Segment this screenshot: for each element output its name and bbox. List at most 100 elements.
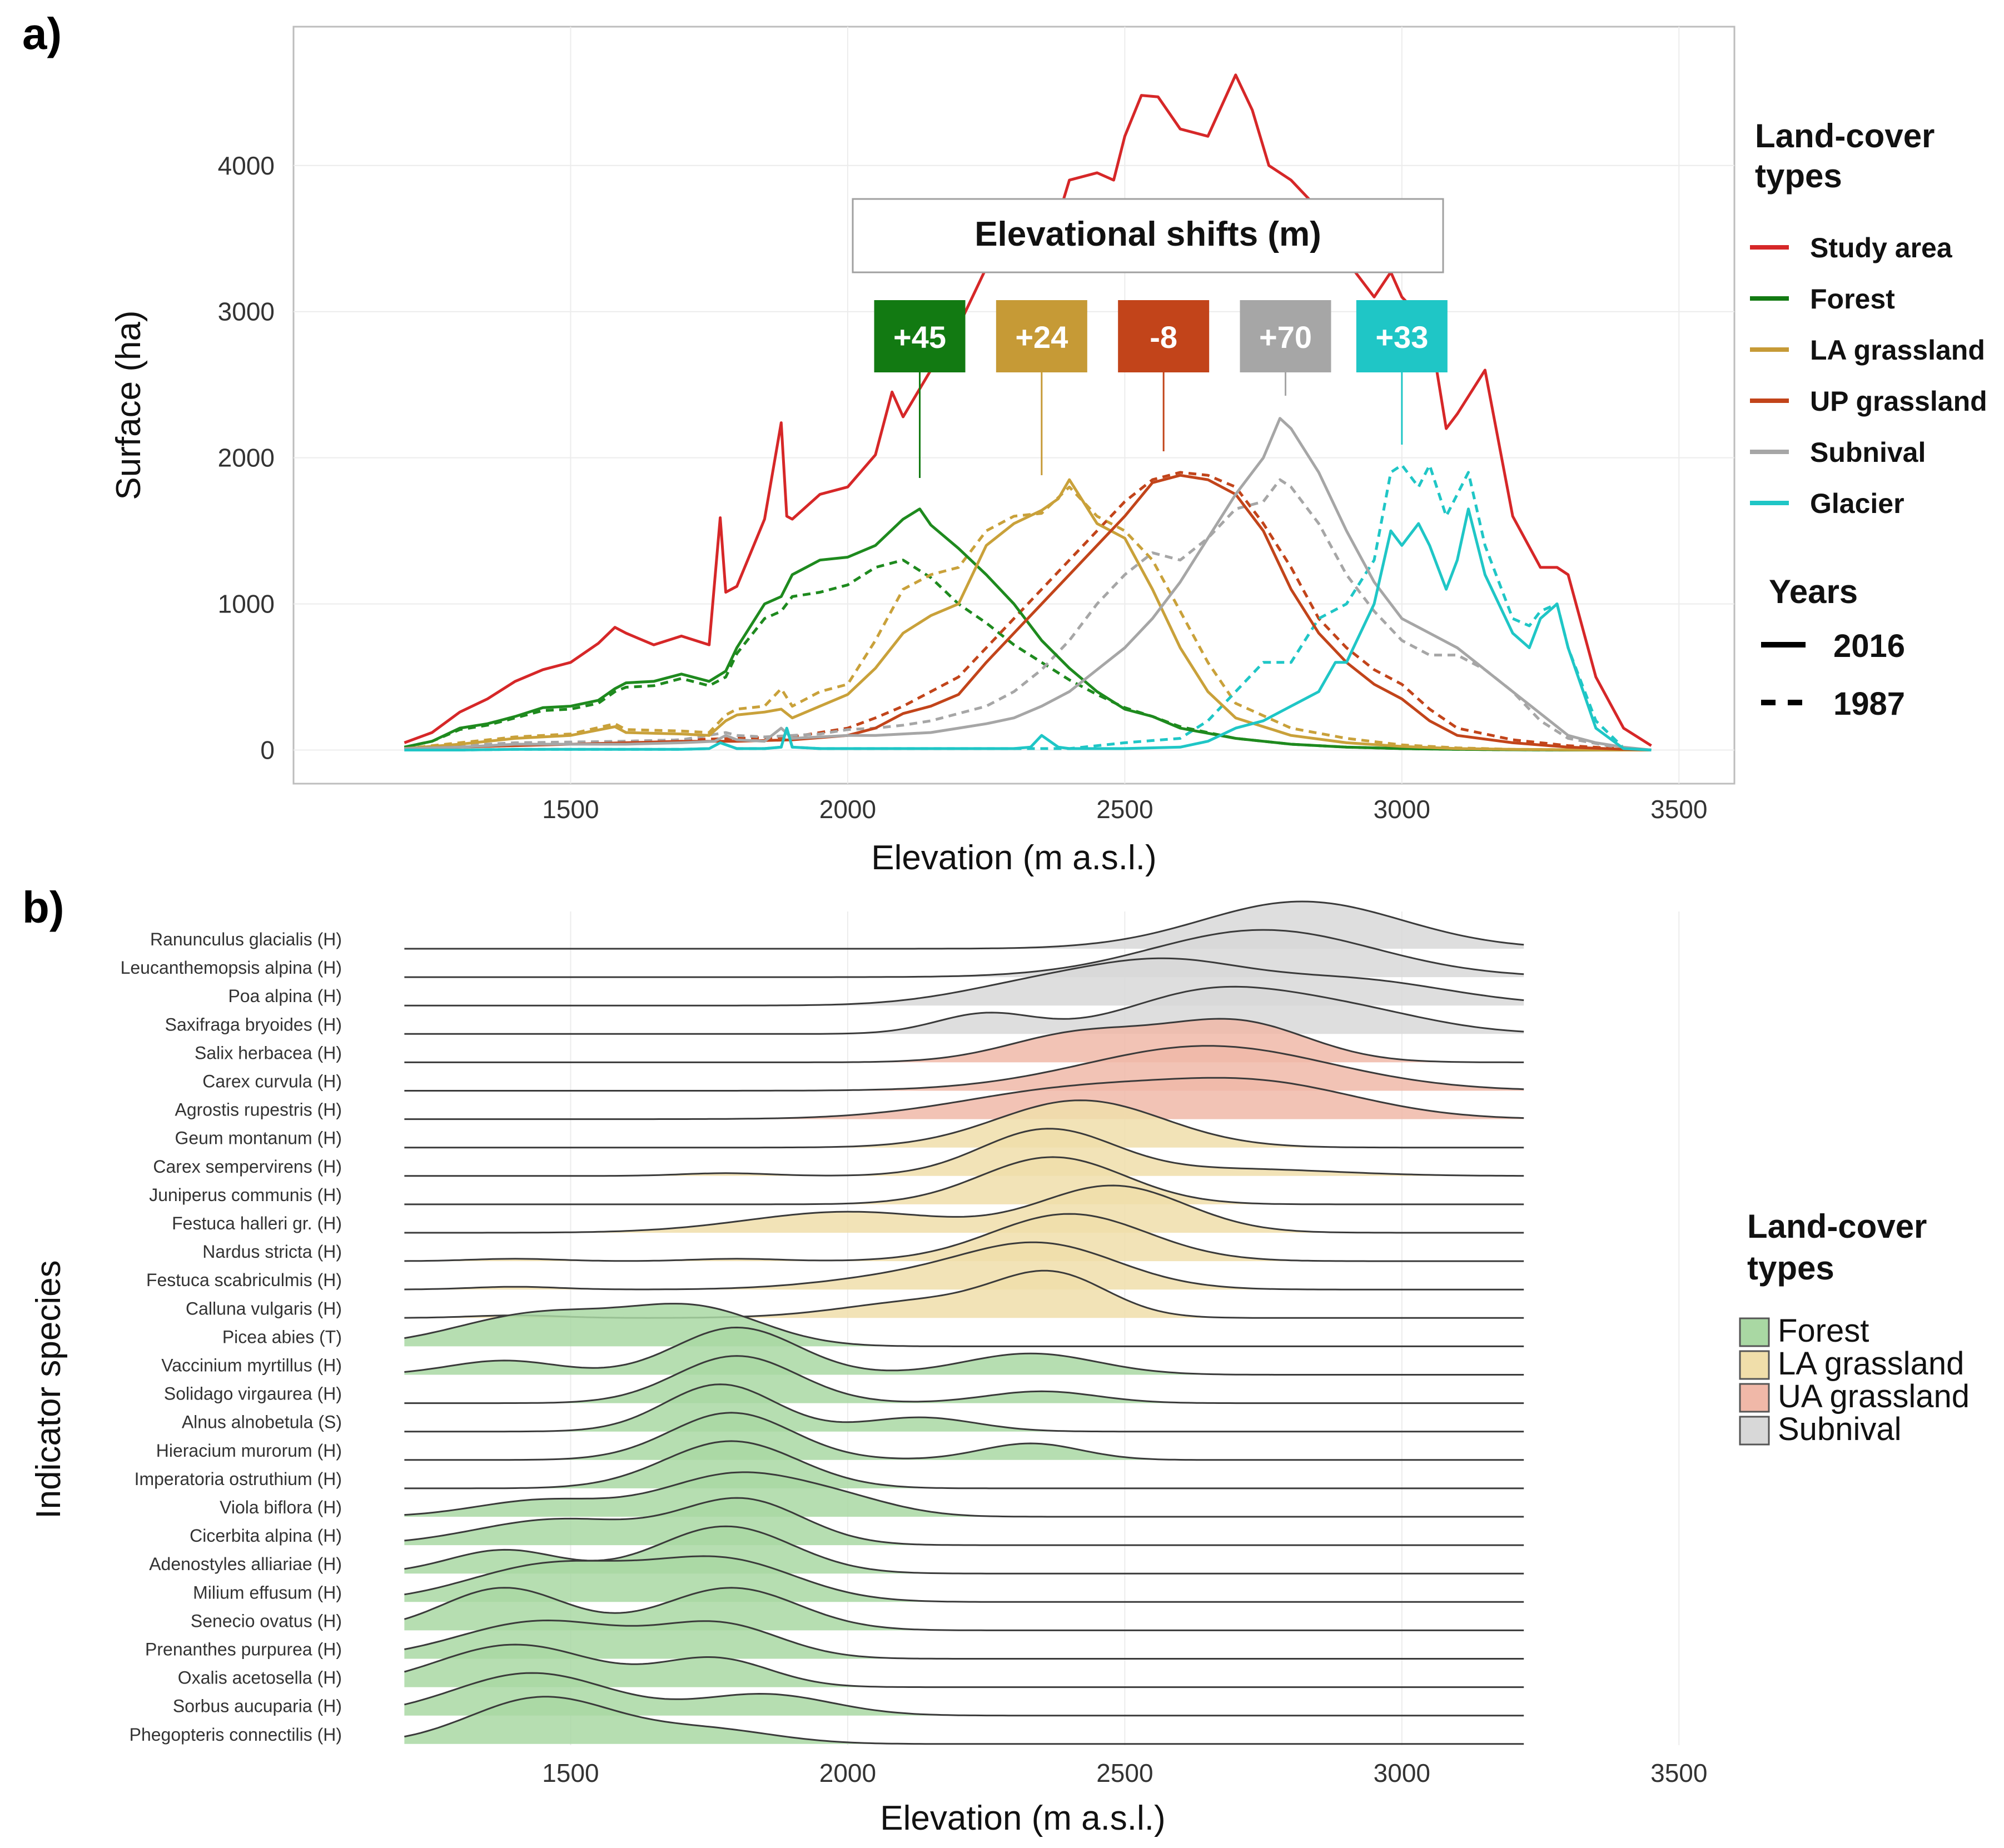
ridge-fill-nardus-stricta-h: [404, 1214, 1524, 1262]
panel-a-plot-frame: [292, 26, 1736, 785]
ridge-fill-leucanthemopsis-alpina-h: [404, 930, 1524, 978]
ridge-fill-vaccinium-myrtillus-h: [404, 1327, 1524, 1375]
ridge-outline-sorbus-aucuparia-h: [404, 1672, 1524, 1717]
ridge-fill-cicerbita-alpina-h: [404, 1498, 1524, 1546]
ridge-outline-imperatoria-ostruthium-h: [404, 1440, 1524, 1490]
shifts-title-box: [852, 198, 1444, 273]
ridge-hieracium-murorum-h: [404, 1412, 1524, 1461]
b-legend-label-la-grassland: LA grassland: [1778, 1346, 1964, 1382]
species-label-solidago-virgaurea-h: Solidago virgaurea (H): [164, 1384, 342, 1404]
species-label-calluna-vulgaris-h: Calluna vulgaris (H): [186, 1298, 342, 1318]
species-label-festuca-halleri-gr-h: Festuca halleri gr. (H): [172, 1213, 342, 1233]
legend-label-forest: Forest: [1810, 283, 1895, 315]
ridge-fill-picea-abies-t: [404, 1303, 1524, 1347]
panel-a-legend-title-line2: types: [1755, 157, 1842, 195]
b-x-tick-2500: 2500: [1096, 1759, 1153, 1787]
ridge-outline-carex-curvula-h: [404, 1045, 1524, 1092]
ridge-milium-effusum-h: [404, 1555, 1524, 1603]
ridge-alnus-alnobetula-s: [404, 1383, 1524, 1433]
ridge-juniperus-communis-h: [404, 1156, 1524, 1206]
ridge-outline-hieracium-murorum-h: [404, 1412, 1524, 1461]
ridge-agrostis-rupestris-h: [404, 1077, 1524, 1120]
ridge-cicerbita-alpina-h: [404, 1497, 1524, 1546]
ridge-outline-poa-alpina-h: [404, 957, 1524, 1007]
b-legend-swatch-la-grassland: [1739, 1350, 1770, 1380]
ridge-prenanthes-purpurea-h: [404, 1619, 1524, 1660]
panel-a-y-axis-title: Surface (ha): [110, 310, 148, 500]
shift-value-forest: +45: [893, 320, 946, 355]
ridge-fill-calluna-vulgaris-h: [404, 1271, 1524, 1318]
species-label-geum-montanum-h: Geum montanum (H): [175, 1128, 342, 1148]
ridge-vaccinium-myrtillus-h: [404, 1326, 1524, 1376]
years-label-1987: 1987: [1833, 686, 1905, 722]
panel-a-legend-items: Study area Forest LA grassland UP grassland…: [1750, 232, 1987, 519]
b-legend-label-forest: Forest: [1778, 1313, 1869, 1349]
species-label-agrostis-rupestris-h: Agrostis rupestris (H): [175, 1100, 342, 1120]
legend-label-subnival: Subnival: [1810, 437, 1926, 468]
species-label-carex-sempervirens-h: Carex sempervirens (H): [153, 1157, 342, 1177]
panel-b-legend-title-line2: types: [1747, 1249, 1834, 1287]
ridge-fill-sorbus-aucuparia-h: [404, 1673, 1524, 1716]
ridge-outline-phegopteris-connectilis-h: [404, 1696, 1524, 1745]
b-legend-swatch-ua-grassland: [1739, 1383, 1770, 1413]
panel-b-x-axis-title: Elevation (m a.s.l.): [880, 1799, 1165, 1837]
ridge-outline-vaccinium-myrtillus-h: [404, 1326, 1524, 1376]
ridge-imperatoria-ostruthium-h: [404, 1440, 1524, 1490]
ridge-viola-biflora-h: [404, 1471, 1524, 1518]
species-label-oxalis-acetosella-h: Oxalis acetosella (H): [178, 1668, 342, 1688]
panel-b-legend-title-line1: Land-cover: [1747, 1208, 1927, 1245]
ridge-outline-juniperus-communis-h: [404, 1156, 1524, 1206]
species-label-ranunculus-glacialis-h: Ranunculus glacialis (H): [150, 929, 342, 949]
shift-badge-glacier: [1356, 300, 1448, 372]
species-label-picea-abies-t: Picea abies (T): [222, 1327, 342, 1347]
panel-a-legend-title-line1: Land-cover: [1755, 117, 1935, 155]
b-x-tick-3000: 3000: [1374, 1759, 1430, 1787]
ridge-fill-agrostis-rupestris-h: [404, 1078, 1524, 1119]
ridge-outline-saxifraga-bryoides-h: [404, 985, 1524, 1035]
species-label-sorbus-aucuparia-h: Sorbus aucuparia (H): [173, 1696, 342, 1716]
x-tick-2500: 2500: [1096, 795, 1153, 824]
x-tick-3000: 3000: [1374, 795, 1430, 824]
ridge-carex-sempervirens-h: [404, 1128, 1524, 1177]
b-x-tick-3500: 3500: [1650, 1759, 1707, 1787]
ridge-fill-phegopteris-connectilis-h: [404, 1696, 1524, 1744]
ridge-fill-viola-biflora-h: [404, 1472, 1524, 1517]
legend-label-study-area: Study area: [1810, 232, 1953, 263]
panel-a-legend-title: Land-cover types: [1755, 117, 1935, 195]
shift-value-la-grassland: +24: [1015, 320, 1068, 355]
y-tick-1000: 1000: [218, 590, 275, 619]
panel-a-y-ticks: 0 1000 2000 3000 4000: [218, 151, 275, 765]
ridge-oxalis-acetosella-h: [404, 1643, 1524, 1688]
species-label-phegopteris-connectilis-h: Phegopteris connectilis (H): [130, 1725, 342, 1745]
shift-badge-forest: [874, 300, 966, 372]
series-line-subnival-1987: [404, 478, 1652, 751]
ridge-outline-viola-biflora-h: [404, 1471, 1524, 1518]
y-tick-4000: 4000: [218, 151, 275, 180]
ridge-sorbus-aucuparia-h: [404, 1672, 1524, 1717]
x-tick-1500: 1500: [542, 795, 599, 824]
b-x-tick-1500: 1500: [542, 1759, 599, 1787]
ridge-fill-oxalis-acetosella-h: [404, 1645, 1524, 1687]
ridge-fill-milium-effusum-h: [404, 1556, 1524, 1602]
legend-label-glacier: Glacier: [1810, 488, 1904, 519]
panel-a-chart: 0 1000 2000 3000 4000 1500 2000 2500 3000 3500 E…: [110, 26, 1987, 877]
legend-label-la-grassland: LA grassland: [1810, 335, 1985, 366]
ridge-outline-prenanthes-purpurea-h: [404, 1619, 1524, 1660]
species-label-senecio-ovatus-h: Senecio ovatus (H): [191, 1611, 342, 1631]
species-label-prenanthes-purpurea-h: Prenanthes purpurea (H): [145, 1640, 342, 1660]
ridge-ranunculus-glacialis-h: [404, 900, 1524, 950]
b-legend-swatch-subnival: [1739, 1416, 1770, 1446]
ridge-fill-solidago-virgaurea-h: [404, 1356, 1524, 1403]
years-legend-items: 2016 1987: [1761, 628, 1905, 722]
ridge-festuca-halleri-gr-h: [404, 1184, 1524, 1234]
panel-a-label: a): [22, 9, 62, 58]
panel-a-x-axis-title: Elevation (m a.s.l.): [871, 839, 1156, 877]
shifts-title: Elevational shifts (m): [974, 215, 1321, 253]
shift-value-subnival: +70: [1259, 320, 1312, 355]
shift-badge-la-grassland: [996, 300, 1087, 372]
ridge-fill-festuca-halleri-gr-h: [404, 1185, 1524, 1233]
ridge-phegopteris-connectilis-h: [404, 1696, 1524, 1745]
y-tick-0: 0: [260, 736, 275, 765]
y-tick-2000: 2000: [218, 444, 275, 472]
